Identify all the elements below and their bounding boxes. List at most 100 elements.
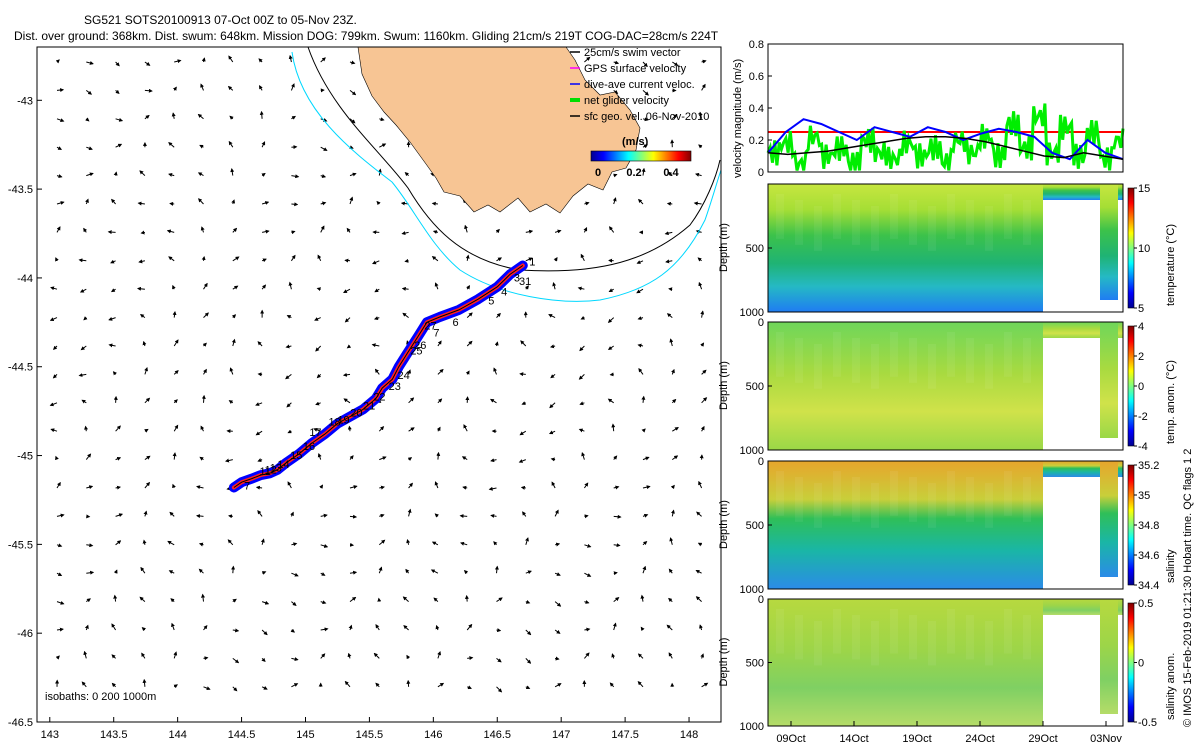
velocity-arrow (56, 600, 65, 605)
dive-number-label: 14 (277, 459, 289, 471)
velocity-arrow (86, 172, 94, 177)
velocity-arrow (379, 485, 385, 490)
velocity-arrow (56, 174, 63, 179)
velocity-arrow (695, 172, 702, 177)
velocity-arrow (553, 257, 558, 262)
velocity-arrow (464, 224, 468, 233)
velocity-arrow (579, 345, 585, 352)
map-ytick-label: -44 (17, 273, 33, 285)
velocity-arrow (404, 171, 409, 177)
velocity-arrow (490, 458, 497, 463)
velocity-arrow (636, 260, 644, 264)
map-ytick-label: -46.5 (8, 717, 33, 729)
velocity-arrow (290, 83, 295, 91)
dive-number-label: 7 (433, 328, 439, 340)
velocity-arrow (550, 344, 556, 349)
velocity-arrow (666, 201, 673, 206)
section-ytick-label: 500 (746, 243, 764, 255)
velocity-arrow (700, 425, 705, 432)
velocity-axis-ticks: 0 0.2 0.4 0.6 0.8 (749, 39, 772, 179)
velocity-arrow (466, 623, 473, 631)
velocity-arrow (203, 624, 208, 631)
velocity-arrow (697, 257, 702, 262)
velocity-arrow (261, 141, 266, 148)
velocity-arrow (467, 656, 474, 661)
velocity-arrow (229, 115, 234, 120)
velocity-arrow (548, 314, 556, 319)
velocity-arrow (378, 539, 386, 546)
velocity-arrow (137, 201, 145, 206)
velocity-arrow (611, 653, 616, 659)
velocity-arrow (83, 650, 88, 659)
legend-label: sfc geo. vel. 06-Nov-2010 (584, 111, 709, 123)
velocity-arrow (261, 686, 268, 690)
map-xtick-label: 145 (296, 729, 314, 741)
velocity-arrow (552, 282, 557, 290)
velocity-arrow (580, 253, 585, 262)
velocity-arrow (672, 61, 679, 67)
map-xtick-label: 144.5 (228, 729, 256, 741)
velocity-arrow (255, 430, 263, 436)
velocity-arrow (344, 680, 351, 688)
velocity-arrow (78, 373, 87, 378)
colorbar-tick-label: 0 (1138, 658, 1144, 670)
velocity-arrow (349, 570, 358, 575)
velocity-arrow (611, 423, 616, 432)
velocity-arrow (286, 402, 292, 408)
velocity-arrow (232, 285, 239, 290)
velocity-arrow (81, 399, 87, 404)
map-ytick-label: -46 (17, 628, 33, 640)
section-texture (814, 483, 822, 528)
dive-number-label: 26 (414, 340, 426, 352)
section-field (768, 322, 1043, 450)
section-texture (890, 332, 898, 377)
velocity-arrow (464, 594, 469, 602)
velocity-arrow (374, 368, 380, 375)
map-xtick-label: 147.5 (611, 729, 639, 741)
velocity-arrow (320, 146, 328, 151)
velocity-arrow (144, 481, 151, 489)
velocity-arrow (404, 258, 409, 263)
velocity-arrow (407, 369, 411, 375)
velocity-arrow (56, 513, 65, 518)
dive-number-label: 4 (501, 287, 507, 299)
colorbar-tick-label: -4 (1138, 441, 1148, 453)
dive-number-label: 18 (328, 416, 340, 428)
velocity-arrow (291, 202, 299, 207)
velocity-arrow (493, 541, 498, 546)
velocity-arrow (402, 596, 409, 602)
velocity-arrow (86, 543, 94, 548)
section-ytick-label: 0 (758, 317, 764, 329)
velocity-arrow (613, 173, 618, 178)
velocity-arrow (583, 482, 589, 489)
section-field (768, 184, 1043, 312)
section-texture (947, 332, 955, 377)
colorbar-label: temp. anom. (°C) (1165, 360, 1177, 444)
colorbar-tick-label: 2 (1138, 351, 1144, 363)
velocity-arrow (320, 513, 328, 518)
velocity-arrow (642, 540, 648, 546)
velocity-arrow (525, 629, 532, 636)
velocity-arrow (291, 657, 299, 662)
colorbar-tick-label: -2 (1138, 411, 1148, 423)
section-texture (833, 194, 841, 239)
velocity-arrow (346, 344, 352, 349)
velocity-arrow (700, 310, 705, 318)
velocity-arrow (640, 626, 645, 632)
colorbar-tick-label: 4 (1138, 321, 1144, 333)
velocity-arrow (228, 400, 234, 404)
velocity-arrow (496, 658, 502, 663)
velocity-arrow (465, 254, 470, 261)
velocity-arrow (496, 597, 503, 603)
velocity-arrow (525, 570, 532, 575)
section-texture (852, 477, 860, 522)
velocity-arrow (203, 282, 208, 290)
section-texture (966, 200, 974, 245)
velocity-arrow (701, 83, 706, 91)
map-xtick-label: 146 (424, 729, 442, 741)
velocity-arrow (613, 60, 620, 65)
velocity-arrow (232, 256, 240, 262)
velocity-arrow (666, 313, 673, 318)
velocity-arrow (459, 514, 468, 519)
